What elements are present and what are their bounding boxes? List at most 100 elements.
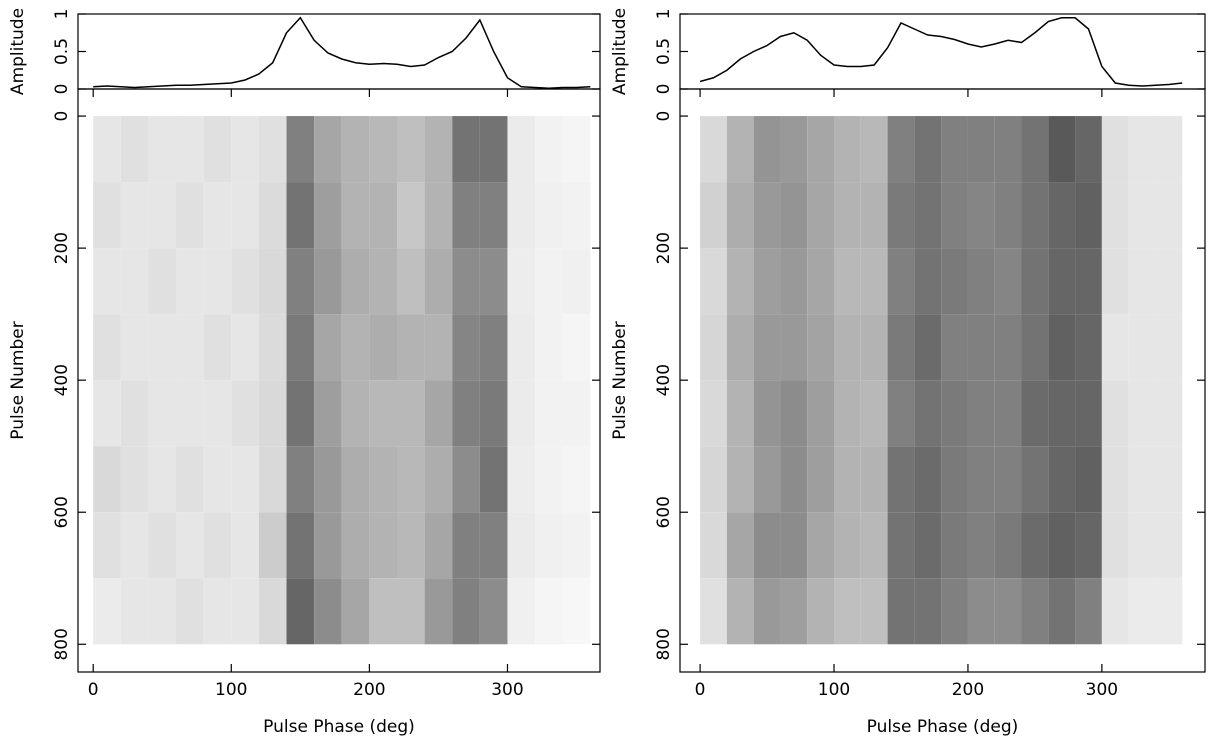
heat-cell	[424, 116, 453, 183]
heat-cell	[726, 380, 754, 447]
heat-cell	[994, 512, 1022, 579]
heat-cell	[120, 182, 149, 249]
x-tick-label: 100	[818, 680, 850, 700]
heat-cell	[479, 578, 508, 645]
heat-cell	[424, 446, 453, 513]
heat-cell	[452, 512, 480, 579]
heat-cell	[341, 248, 370, 315]
heat-cell	[753, 182, 781, 249]
y-tick-label: 0	[52, 84, 72, 95]
heat-cell	[780, 578, 808, 645]
heat-cell	[726, 578, 754, 645]
heat-cell	[148, 512, 177, 579]
y-tick-label: 0	[654, 111, 674, 122]
heat-cell	[1128, 314, 1156, 381]
heat-cell	[562, 248, 591, 315]
heat-cell	[994, 578, 1022, 645]
heat-cell	[967, 512, 995, 579]
frame	[77, 13, 601, 90]
heat-cell	[887, 116, 915, 183]
heat-cell	[834, 578, 861, 645]
heat-cell	[726, 512, 754, 579]
heat-cell	[834, 512, 861, 579]
heat-cell	[286, 314, 315, 381]
heat-cell	[1128, 248, 1156, 315]
heat-cell	[341, 116, 370, 183]
heat-cell	[726, 248, 754, 315]
y-tick-label: 0.5	[654, 38, 674, 65]
x-tick-label: 200	[353, 680, 385, 700]
heat-cell	[314, 116, 342, 183]
heat-cell	[967, 314, 995, 381]
heat-cell	[887, 578, 915, 645]
heat-cell	[834, 182, 861, 249]
heat-cell	[176, 314, 204, 381]
heat-cell	[286, 446, 315, 513]
heat-cell	[780, 446, 808, 513]
heat-cell	[479, 182, 508, 249]
heat-cell	[1128, 380, 1156, 447]
heat-cell	[753, 248, 781, 315]
heat-cell	[967, 116, 995, 183]
heat-cell	[341, 182, 370, 249]
heat-cell	[807, 248, 835, 315]
x-tick-label: 100	[215, 680, 247, 700]
heat-cell	[93, 512, 121, 579]
heat-cell	[231, 248, 259, 315]
heat-cell	[700, 578, 727, 645]
heat-cell	[286, 380, 315, 447]
heat-cell	[314, 578, 342, 645]
heat-cell	[479, 512, 508, 579]
heat-cell	[1101, 314, 1129, 381]
heat-cell	[397, 578, 425, 645]
heat-cell	[1128, 182, 1156, 249]
heat-cell	[507, 446, 536, 513]
heat-cell	[93, 182, 121, 249]
heat-cell	[860, 446, 888, 513]
heat-cell	[1128, 512, 1156, 579]
heat-cell	[120, 446, 149, 513]
heat-cell	[231, 578, 259, 645]
heat-cell	[120, 314, 149, 381]
heat-cell	[860, 578, 888, 645]
heat-cell	[1155, 116, 1183, 183]
heat-cell	[286, 512, 315, 579]
heat-cell	[562, 578, 591, 645]
heat-cell	[535, 512, 563, 579]
heat-cell	[562, 182, 591, 249]
heat-cell	[994, 446, 1022, 513]
heat-cell	[1155, 512, 1183, 579]
heat-cell	[1075, 446, 1102, 513]
heat-cell	[941, 446, 968, 513]
heat-cell	[941, 116, 968, 183]
heat-cell	[369, 446, 397, 513]
heat-cell	[700, 116, 727, 183]
heat-cell	[914, 578, 942, 645]
heat-cell	[887, 248, 915, 315]
heat-cell	[535, 182, 563, 249]
heat-cell	[535, 248, 563, 315]
heat-cell	[780, 512, 808, 579]
heat-cell	[780, 314, 808, 381]
heat-cell	[700, 512, 727, 579]
heat-cell	[148, 380, 177, 447]
heat-cell	[397, 380, 425, 447]
heat-cell	[967, 248, 995, 315]
heat-cell	[231, 512, 259, 579]
y-tick-label: 0	[52, 111, 72, 122]
y-tick-label: 400	[654, 364, 674, 396]
heat-cell	[507, 116, 536, 183]
heat-cell	[341, 512, 370, 579]
heat-cell	[726, 314, 754, 381]
heat-cell	[397, 512, 425, 579]
heat-cell	[807, 446, 835, 513]
heat-cell	[914, 248, 942, 315]
heat-cell	[1075, 380, 1102, 447]
heat-cell	[562, 116, 591, 183]
heat-cell	[341, 446, 370, 513]
heat-cell	[1021, 446, 1049, 513]
heat-cell	[203, 182, 232, 249]
heat-cell	[1021, 182, 1049, 249]
heat-cell	[753, 380, 781, 447]
x-tick-label: 0	[88, 680, 99, 700]
